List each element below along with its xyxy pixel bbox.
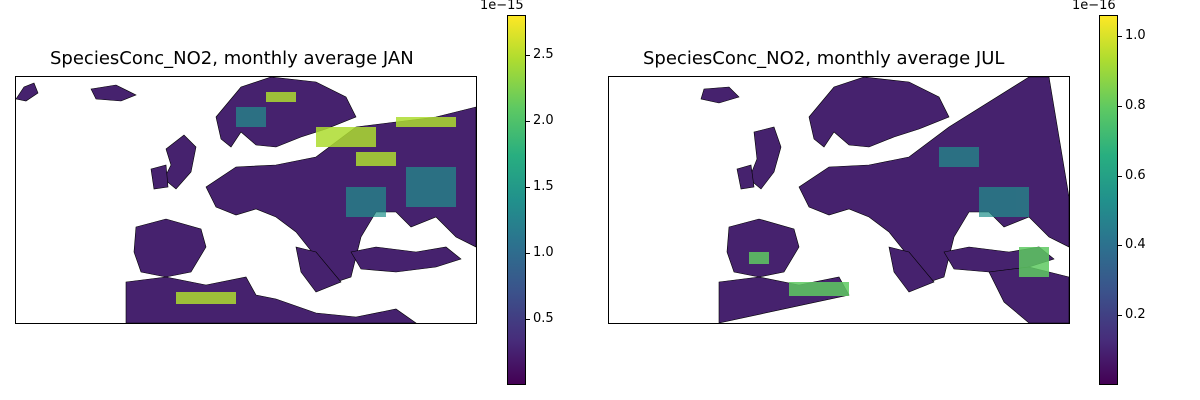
no2-midvalues-jan xyxy=(236,107,456,217)
colorbar-tick-label: 0.2 xyxy=(1125,307,1146,322)
colorbar-exponent-jan: 1e−15 xyxy=(480,0,524,13)
no2-hotspots-jan xyxy=(176,92,456,304)
map-jan xyxy=(15,76,477,324)
colorbar-tick-label: 1.0 xyxy=(1125,28,1146,43)
colorbar-tick-label: 1.0 xyxy=(533,245,554,260)
colorbar-tick-label: 1.5 xyxy=(533,179,554,194)
colorbar-exponent-jul: 1e−16 xyxy=(1072,0,1116,13)
colorbar-tick-mark xyxy=(1118,36,1122,37)
colorbar-tick-mark xyxy=(526,319,530,320)
colorbar-tick-label: 2.5 xyxy=(533,47,554,62)
colorbar-tick-mark xyxy=(526,121,530,122)
no2-hotspots-jul xyxy=(749,247,1049,296)
colorbar-tick-mark xyxy=(1118,176,1122,177)
colorbar-tick-label: 0.4 xyxy=(1125,237,1146,252)
map-title-jul: SpeciesConc_NO2, monthly average JUL xyxy=(643,48,1005,69)
no2-midvalues-jul xyxy=(939,147,1029,217)
colorbar-tick-label: 0.8 xyxy=(1125,98,1146,113)
colorbar-jul xyxy=(1099,15,1118,385)
land-mass-jul xyxy=(700,77,1069,323)
colorbar-tick-label: 2.0 xyxy=(533,113,554,128)
colorbar-tick-mark xyxy=(1118,315,1122,316)
colorbar-tick-label: 0.5 xyxy=(533,311,554,326)
map-jul xyxy=(608,76,1070,324)
colorbar-tick-mark xyxy=(526,253,530,254)
colorbar-tick-mark xyxy=(1118,106,1122,107)
colorbar-tick-label: 0.6 xyxy=(1125,168,1146,183)
colorbar-jan xyxy=(507,15,526,385)
map-title-jan: SpeciesConc_NO2, monthly average JAN xyxy=(50,48,414,69)
colorbar-tick-mark xyxy=(526,55,530,56)
colorbar-tick-mark xyxy=(1118,245,1122,246)
colorbar-tick-mark xyxy=(526,187,530,188)
